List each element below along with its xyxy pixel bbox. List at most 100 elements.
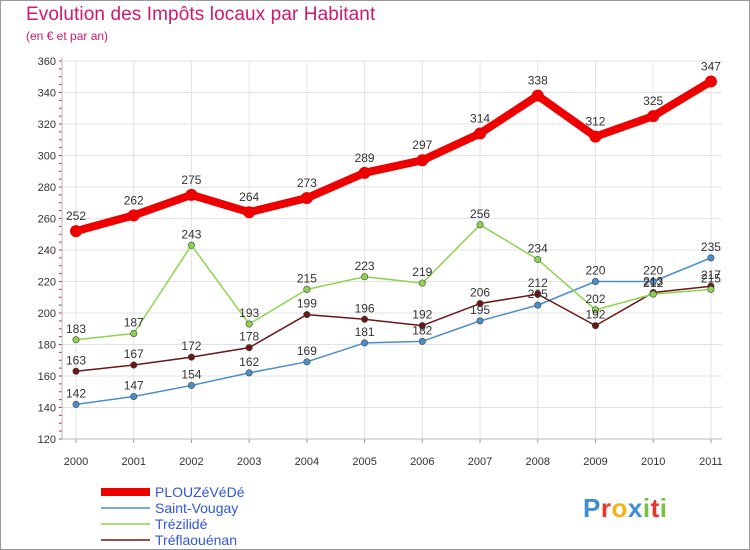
data-label: 199 [297,297,317,311]
data-label: 289 [355,151,375,165]
data-label: 347 [701,59,721,73]
data-point [130,329,138,337]
data-point [245,369,253,377]
data-point [245,344,253,352]
data-label: 212 [528,276,548,290]
data-point [531,89,544,102]
data-label: 193 [239,306,259,320]
chart-title: Evolution des Impôts locaux par Habitant [26,4,376,25]
data-label: 167 [124,347,144,361]
data-label: 264 [239,190,259,204]
data-point [476,221,484,229]
data-point [72,400,80,408]
data-label: 206 [470,286,490,300]
data-label: 213 [643,275,663,289]
data-point [303,285,311,293]
y-tick-label: 120 [38,434,56,446]
data-label: 220 [585,264,605,278]
legend-entry: Saint-Vougay [155,500,239,516]
data-point [534,255,542,263]
data-label: 297 [412,138,432,152]
data-label: 142 [66,386,86,400]
x-tick-label: 2005 [352,456,376,468]
y-tick-label: 320 [38,119,56,131]
data-point [187,241,195,249]
data-point [476,300,484,308]
data-label: 338 [528,74,548,88]
y-tick-label: 180 [38,340,56,352]
data-label: 243 [181,227,201,241]
y-tick-label: 240 [38,245,56,257]
legend [101,488,150,541]
data-point [361,315,369,323]
x-tick-label: 2002 [179,456,203,468]
legend-entry: Tréflaouénan [155,532,237,548]
data-label: 215 [701,271,721,285]
data-point [589,130,602,143]
series-line-2 [75,224,712,341]
data-point [303,311,311,319]
data-label: 220 [643,264,663,278]
y-tick-label: 260 [38,214,56,226]
legend-entry: Trézilidé [155,516,208,532]
data-point [70,225,82,238]
data-point [303,358,311,366]
data-point [358,166,371,179]
legend-entry: PLOUZéVéDé [155,484,245,500]
y-tick-label: 360 [38,56,56,68]
series-layer [70,75,717,408]
axes: 120 140 160 180 200 220 240 260 280 300 320 340 360 2… [38,56,723,468]
data-labels: 252 262 275 264 273 289 297 314 338 312 325 347 142 1… [66,59,721,400]
data-label: 215 [297,271,317,285]
data-point [418,279,426,287]
data-point [300,192,313,205]
data-point [187,381,195,389]
data-point [647,110,660,123]
data-point [476,317,484,325]
x-tick-label: 2011 [699,456,723,468]
y-tick-label: 200 [38,308,56,320]
data-point [649,290,657,298]
x-tick-label: 2004 [295,456,319,468]
data-label: 273 [297,176,317,190]
data-point [130,392,138,400]
data-label: 202 [585,292,605,306]
grid-lines [62,60,722,440]
logo-letter: r [600,493,612,523]
data-label: 223 [355,259,375,273]
logo-letter: i [659,493,668,523]
data-point [127,209,140,222]
data-point [649,277,657,285]
data-point [474,127,487,140]
logo-letter: x [627,493,643,523]
data-label: 192 [585,308,605,322]
x-tick-label: 2006 [410,456,434,468]
data-label: 178 [239,330,259,344]
x-tick-label: 2009 [583,456,607,468]
data-point [418,322,426,330]
data-label: 217 [701,268,721,282]
data-label: 195 [470,303,490,317]
data-label: 219 [412,265,432,279]
data-point [534,290,542,298]
data-label: 275 [181,173,201,187]
x-tick-label: 2003 [237,456,261,468]
x-tick-label: 2007 [468,456,492,468]
data-point [243,206,256,219]
y-tick-label: 160 [38,371,56,383]
data-point [416,154,429,167]
data-label: 163 [66,353,86,367]
series-line-1 [75,257,712,406]
y-tick-label: 280 [38,182,56,194]
data-label: 196 [355,301,375,315]
data-label: 182 [412,323,432,337]
data-label: 262 [124,193,144,207]
y-tick-label: 300 [38,151,56,163]
data-label: 205 [528,287,548,301]
logo-letter: t [650,493,660,523]
data-point [361,339,369,347]
chart-subtitle: (en € et par an) [26,29,109,43]
data-label: 252 [66,209,86,223]
y-tick-label: 140 [38,403,56,415]
